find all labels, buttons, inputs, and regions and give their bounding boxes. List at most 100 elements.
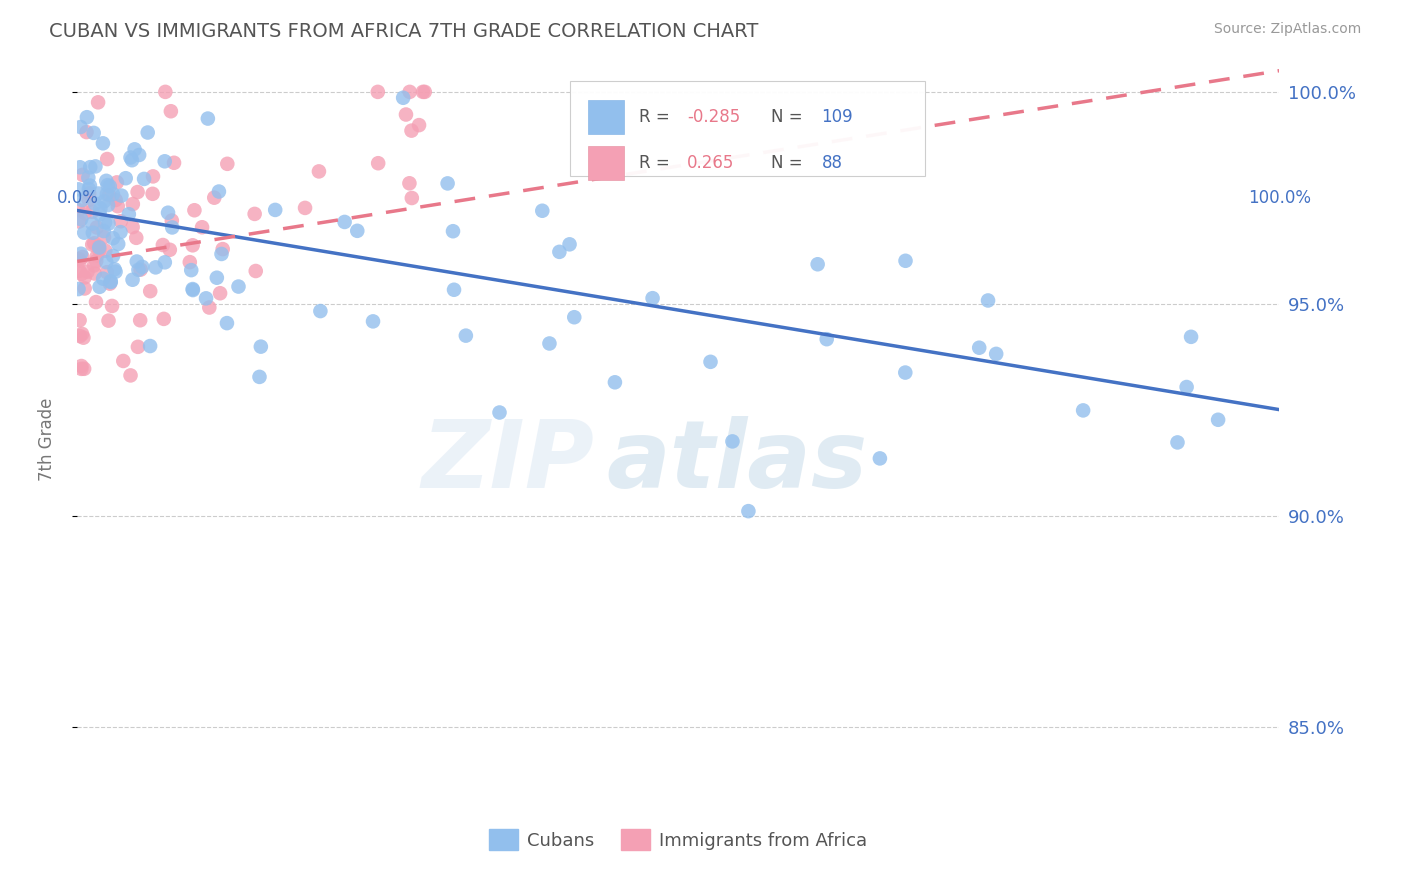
Point — [103, 262, 125, 277]
Text: CUBAN VS IMMIGRANTS FROM AFRICA 7TH GRADE CORRELATION CHART: CUBAN VS IMMIGRANTS FROM AFRICA 7TH GRAD… — [49, 22, 759, 41]
Point — [101, 249, 124, 263]
Point — [69, 253, 91, 268]
Point — [215, 316, 238, 330]
Point — [392, 91, 415, 105]
Text: N =: N = — [770, 109, 808, 127]
Point — [82, 237, 104, 252]
Point — [217, 157, 239, 171]
Point — [67, 282, 90, 296]
Point — [264, 202, 287, 217]
Point — [361, 314, 384, 328]
Point — [181, 283, 204, 297]
Point — [367, 156, 389, 170]
Point — [395, 107, 418, 121]
Point — [152, 311, 174, 326]
Bar — [588, 100, 624, 134]
Point — [89, 280, 111, 294]
Point — [82, 204, 104, 219]
Point — [129, 262, 152, 277]
Point — [72, 331, 94, 345]
Point — [294, 201, 316, 215]
Point — [112, 354, 135, 368]
Point — [69, 161, 91, 175]
Point — [72, 168, 94, 182]
Point — [346, 224, 368, 238]
Point — [211, 247, 233, 261]
Point — [124, 142, 146, 156]
Point — [87, 186, 110, 201]
Point — [309, 304, 332, 318]
Point — [807, 257, 830, 271]
Bar — [588, 145, 624, 180]
Point — [97, 313, 120, 327]
Point — [398, 85, 420, 99]
Point — [107, 237, 129, 252]
Point — [84, 196, 107, 211]
Point — [127, 340, 149, 354]
Point — [441, 224, 464, 238]
Point — [894, 366, 917, 380]
Point — [96, 174, 118, 188]
Text: N =: N = — [770, 154, 808, 172]
Point — [89, 244, 111, 258]
Point — [160, 220, 183, 235]
Point — [197, 112, 219, 126]
Point — [77, 186, 100, 201]
Point — [603, 376, 626, 390]
Point — [121, 273, 143, 287]
Point — [153, 154, 176, 169]
Point — [815, 332, 838, 346]
Point — [209, 286, 232, 301]
Point — [191, 220, 214, 235]
Point — [96, 152, 118, 166]
Legend: Cubans, Immigrants from Africa: Cubans, Immigrants from Africa — [482, 822, 875, 857]
Point — [87, 239, 110, 253]
Point — [245, 264, 267, 278]
Point — [977, 293, 1000, 308]
Point — [110, 225, 132, 239]
Point — [869, 451, 891, 466]
Point — [77, 193, 100, 207]
Point — [104, 265, 127, 279]
Point — [129, 313, 152, 327]
Point — [179, 255, 201, 269]
Point — [250, 340, 273, 354]
Point — [89, 207, 111, 221]
Point — [333, 215, 356, 229]
Point — [96, 265, 118, 279]
Point — [89, 202, 111, 216]
Point — [114, 171, 136, 186]
Point — [562, 310, 585, 325]
Point — [367, 85, 389, 99]
Point — [73, 206, 96, 220]
Point — [1071, 403, 1094, 417]
Point — [97, 217, 120, 231]
Point — [1175, 380, 1198, 394]
Point — [98, 277, 121, 291]
Point — [69, 120, 91, 134]
Point — [82, 226, 104, 240]
Point — [97, 178, 120, 193]
Point — [699, 355, 721, 369]
Point — [128, 148, 150, 162]
Point — [73, 226, 96, 240]
Point — [84, 254, 107, 268]
Point — [69, 329, 91, 343]
Point — [89, 240, 111, 254]
Text: 100.0%: 100.0% — [1249, 189, 1310, 207]
Point — [142, 186, 165, 201]
Point — [211, 242, 233, 256]
Point — [93, 224, 115, 238]
Point — [98, 188, 121, 202]
Point — [155, 85, 177, 99]
Point — [67, 214, 90, 228]
Text: 0.265: 0.265 — [686, 154, 734, 172]
Point — [104, 193, 127, 207]
Text: R =: R = — [638, 109, 675, 127]
Point — [73, 361, 96, 376]
Point — [160, 213, 183, 227]
Y-axis label: 7th Grade: 7th Grade — [38, 398, 56, 481]
Point — [91, 136, 114, 151]
Point — [531, 203, 554, 218]
Point — [70, 246, 93, 260]
